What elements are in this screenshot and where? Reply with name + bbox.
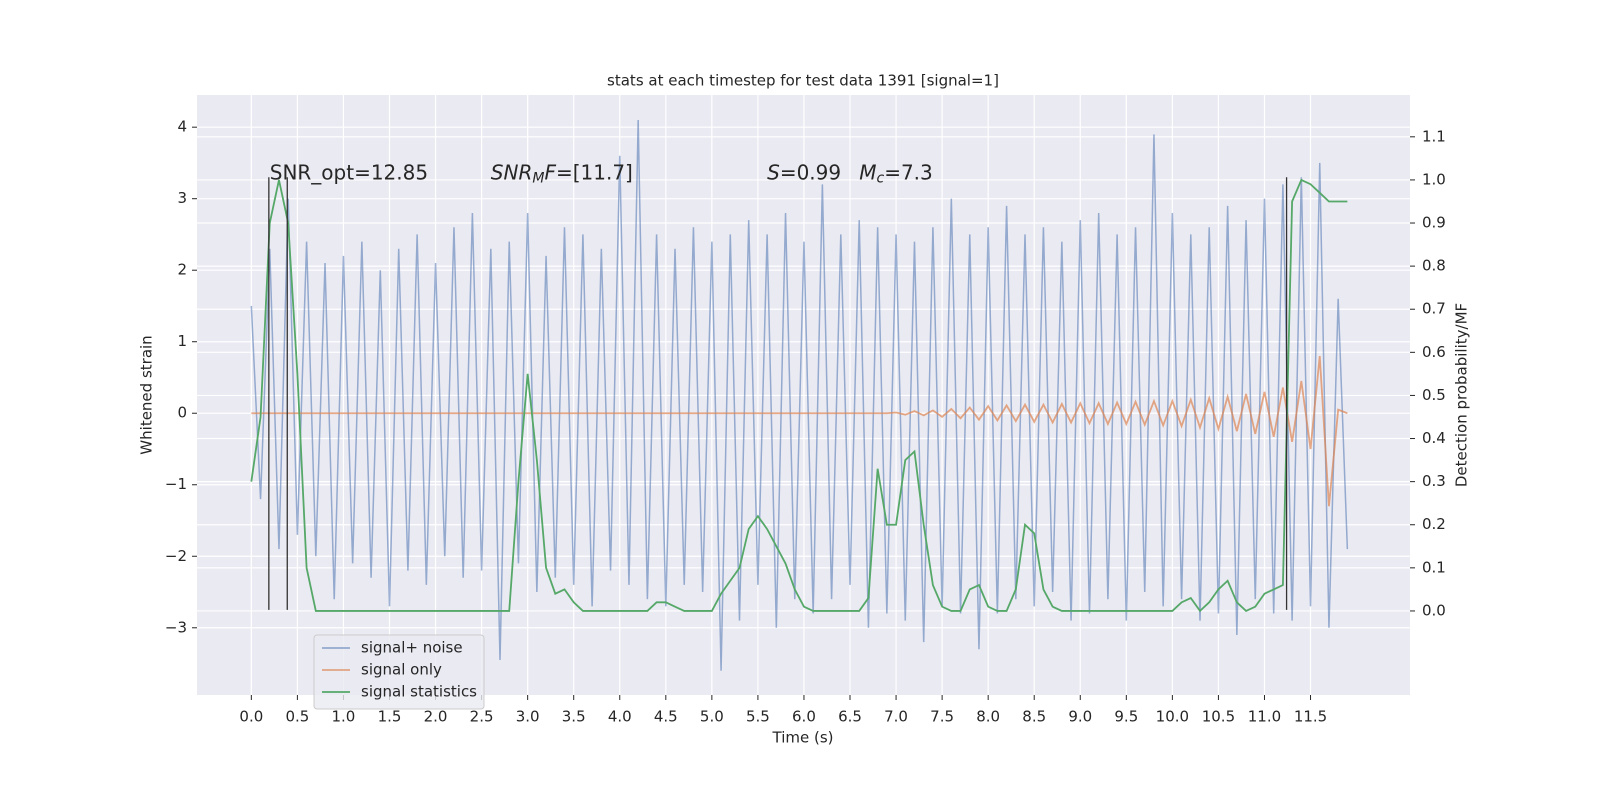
legend-box [313,634,485,710]
annotation-part: M [532,171,544,187]
y2-tick-label: 0.5 [1422,386,1446,404]
x-tick-label: 3.5 [562,708,586,726]
annotation: Mc=7.3 [859,160,933,187]
annotation-part: =7.3 [884,160,933,184]
chart-title: stats at each timestep for test data 139… [607,72,999,90]
annotation-part: SNR_opt=12.85 [270,160,428,184]
annotation-part: =[11.7] [556,160,633,184]
series-line [251,355,1348,507]
y-tick-label: 4 [177,118,187,136]
y-axis-label: Whitened strain [138,335,156,454]
y-tick-label: −1 [165,475,187,493]
annotation-part: S [767,160,780,184]
annotation-part: M [859,160,876,184]
x-tick-label: 11.0 [1248,708,1281,726]
y2-tick-label: 0.8 [1422,257,1446,275]
y2-tick-label: 0.4 [1422,429,1446,447]
x-tick-label: 6.5 [838,708,862,726]
x-tick-label: 11.5 [1294,708,1327,726]
x-tick-label: 0.0 [239,708,263,726]
y2-tick-label: 0.6 [1422,343,1446,361]
legend-label: signal+ noise [361,639,463,657]
y-tick-label: 3 [177,189,187,207]
x-tick-label: 1.5 [378,708,402,726]
y-tick-label: −3 [165,618,187,636]
annotation: SNR_opt=12.85 [270,160,428,184]
x-tick-label: 7.5 [930,708,954,726]
series-line [250,178,1348,613]
y2-axis-label: Detection probability/MF [1453,303,1471,487]
annotation-part: =0.99 [780,160,841,184]
series-line [250,120,1349,671]
annotation: SNRMF=[11.7] [491,160,633,187]
x-tick-label: 8.0 [976,708,1000,726]
x-tick-label: 1.0 [332,708,356,726]
x-tick-label: 10.0 [1156,708,1189,726]
y2-tick-label: 1.1 [1422,127,1446,145]
annotation: S=0.99 [767,160,841,184]
y2-tick-label: 0.1 [1422,558,1446,576]
x-tick-label: 9.0 [1068,708,1092,726]
y2-tick-label: 0.3 [1422,472,1446,490]
x-tick-label: 4.5 [654,708,678,726]
x-tick-label: 9.5 [1114,708,1138,726]
x-tick-label: 7.0 [884,708,908,726]
legend-label: signal only [361,661,442,679]
y-tick-label: −2 [165,547,187,565]
y-tick-label: 0 [177,404,187,422]
y2-tick-label: 0.2 [1422,515,1446,533]
x-tick-label: 3.0 [516,708,540,726]
y2-tick-label: 0.7 [1422,300,1446,318]
x-tick-label: 0.5 [285,708,309,726]
annotation-part: c [876,171,884,187]
y2-tick-label: 1.0 [1422,170,1446,188]
y2-tick-label: 0.9 [1422,214,1446,232]
x-tick-label: 2.0 [424,708,448,726]
y2-tick-label: 0.0 [1422,601,1446,619]
y-tick-label: 1 [177,332,187,350]
y-tick-label: 2 [177,261,187,279]
annotation-part: SNR [491,160,533,184]
x-tick-label: 5.5 [746,708,770,726]
x-tick-label: 6.0 [792,708,816,726]
x-tick-label: 2.5 [470,708,494,726]
legend-label: signal statistics [361,683,477,701]
x-tick-label: 5.0 [700,708,724,726]
x-tick-label: 8.5 [1022,708,1046,726]
x-tick-label: 10.5 [1202,708,1235,726]
x-axis-label: Time (s) [772,729,834,747]
x-tick-label: 4.0 [608,708,632,726]
annotation-part: F [544,160,556,184]
